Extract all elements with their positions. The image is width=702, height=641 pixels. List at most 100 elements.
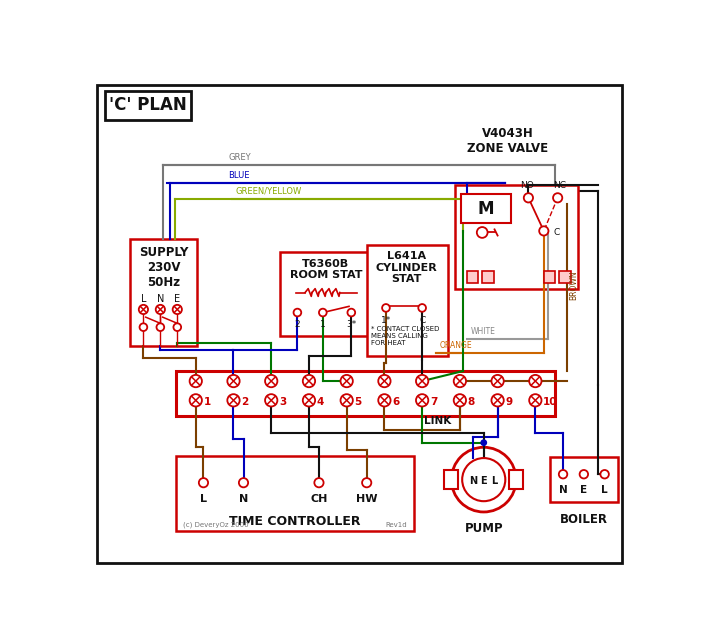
Text: E: E xyxy=(480,476,487,486)
Text: C: C xyxy=(553,228,559,237)
Text: L: L xyxy=(140,294,146,304)
Circle shape xyxy=(529,394,541,406)
Circle shape xyxy=(319,309,326,317)
Text: 1: 1 xyxy=(204,397,211,407)
Bar xyxy=(176,371,555,416)
Circle shape xyxy=(382,304,390,312)
Circle shape xyxy=(416,375,428,387)
Text: L: L xyxy=(602,485,608,495)
Text: 3: 3 xyxy=(279,397,286,407)
Circle shape xyxy=(362,478,371,487)
Text: LINK: LINK xyxy=(424,416,451,426)
Circle shape xyxy=(227,375,239,387)
Circle shape xyxy=(491,375,504,387)
Text: 2: 2 xyxy=(295,320,300,329)
Text: N: N xyxy=(239,494,248,504)
Bar xyxy=(444,470,458,489)
Circle shape xyxy=(477,227,488,238)
Text: V4043H
ZONE VALVE: V4043H ZONE VALVE xyxy=(467,127,548,155)
Text: L: L xyxy=(491,476,498,486)
Bar xyxy=(482,271,494,283)
Circle shape xyxy=(580,470,588,478)
Text: (c) DeveryOz 2000: (c) DeveryOz 2000 xyxy=(183,522,249,528)
Text: 'C' PLAN: 'C' PLAN xyxy=(109,96,187,114)
Bar xyxy=(544,271,555,283)
Text: C: C xyxy=(419,315,425,324)
Text: 6: 6 xyxy=(392,397,399,407)
Text: E: E xyxy=(581,485,588,495)
Text: Rev1d: Rev1d xyxy=(385,522,406,528)
Text: 4: 4 xyxy=(317,397,324,407)
Circle shape xyxy=(491,394,504,406)
Circle shape xyxy=(239,478,248,487)
Text: BROWN: BROWN xyxy=(569,270,578,299)
Circle shape xyxy=(600,470,609,478)
Circle shape xyxy=(378,375,390,387)
Text: GREY: GREY xyxy=(228,153,251,162)
Text: 7: 7 xyxy=(430,397,437,407)
Bar xyxy=(550,457,618,502)
Bar xyxy=(456,185,578,288)
Bar xyxy=(461,194,510,223)
Circle shape xyxy=(157,323,164,331)
Text: WHITE: WHITE xyxy=(470,327,496,336)
Text: CH: CH xyxy=(310,494,328,504)
Bar xyxy=(559,271,571,283)
Text: T6360B
ROOM STAT: T6360B ROOM STAT xyxy=(290,258,362,280)
Circle shape xyxy=(156,305,165,314)
Text: 8: 8 xyxy=(468,397,475,407)
Circle shape xyxy=(340,394,353,406)
Text: GREEN/YELLOW: GREEN/YELLOW xyxy=(236,187,302,196)
Text: L: L xyxy=(200,494,207,504)
Text: N: N xyxy=(559,485,567,495)
Bar xyxy=(467,271,478,283)
Circle shape xyxy=(553,193,562,203)
Bar xyxy=(366,245,448,356)
Bar xyxy=(130,238,197,346)
Text: 5: 5 xyxy=(355,397,362,407)
Circle shape xyxy=(293,309,301,317)
Circle shape xyxy=(451,447,516,512)
Text: 2: 2 xyxy=(241,397,249,407)
Circle shape xyxy=(462,458,505,501)
Text: 10: 10 xyxy=(543,397,557,407)
Text: L641A
CYLINDER
STAT: L641A CYLINDER STAT xyxy=(376,251,437,284)
Bar xyxy=(176,456,414,531)
Bar xyxy=(105,91,191,120)
Circle shape xyxy=(416,394,428,406)
Circle shape xyxy=(173,305,182,314)
Circle shape xyxy=(559,470,567,478)
Bar xyxy=(509,470,523,489)
Circle shape xyxy=(539,226,548,235)
Text: * CONTACT CLOSED
MEANS CALLING
FOR HEAT: * CONTACT CLOSED MEANS CALLING FOR HEAT xyxy=(371,326,439,345)
Text: HW: HW xyxy=(356,494,378,504)
Circle shape xyxy=(199,478,208,487)
Text: NO: NO xyxy=(520,181,534,190)
Text: 1*: 1* xyxy=(380,315,391,324)
Circle shape xyxy=(481,440,486,445)
Circle shape xyxy=(173,323,181,331)
Text: 9: 9 xyxy=(505,397,512,407)
Text: 3*: 3* xyxy=(346,320,357,329)
Bar xyxy=(281,253,371,336)
Circle shape xyxy=(529,375,541,387)
Circle shape xyxy=(453,375,466,387)
Text: BOILER: BOILER xyxy=(560,513,608,526)
Text: TIME CONTROLLER: TIME CONTROLLER xyxy=(230,515,361,528)
Circle shape xyxy=(139,305,148,314)
Circle shape xyxy=(347,309,355,317)
Circle shape xyxy=(227,394,239,406)
Text: E: E xyxy=(174,294,180,304)
Circle shape xyxy=(265,394,277,406)
Circle shape xyxy=(524,193,533,203)
Circle shape xyxy=(314,478,324,487)
Text: N: N xyxy=(157,294,164,304)
Text: N: N xyxy=(469,476,477,486)
Text: SUPPLY
230V
50Hz: SUPPLY 230V 50Hz xyxy=(139,246,188,289)
Circle shape xyxy=(140,323,147,331)
Circle shape xyxy=(378,394,390,406)
Circle shape xyxy=(190,394,202,406)
Text: PUMP: PUMP xyxy=(465,522,503,535)
Circle shape xyxy=(418,304,426,312)
Circle shape xyxy=(190,375,202,387)
